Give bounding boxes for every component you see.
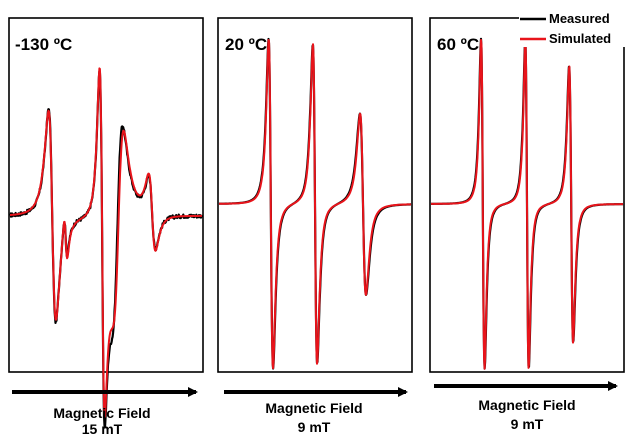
panel-2-xlabel: Magnetic Field: [265, 400, 362, 416]
panel-1-plot: [9, 67, 204, 429]
panel-1-simulated-line: [9, 67, 203, 418]
panel-2-xlabel-range: 9 mT: [298, 419, 331, 434]
panel-3-plot: [430, 37, 624, 370]
panel-1-xlabel: Magnetic Field: [53, 405, 150, 421]
panel-1-frame: [8, 17, 204, 373]
legend: Measured Simulated: [519, 5, 633, 47]
panel-3-simulated-line: [430, 38, 624, 370]
panel-2-frame: [217, 17, 413, 373]
panel-1-title: -130 ºC: [15, 35, 72, 54]
panel-3-xlabel: Magnetic Field: [478, 397, 575, 413]
panel-3-xlabel-range: 9 mT: [511, 416, 544, 432]
panel-2-plot: [218, 37, 412, 370]
panel-3: 60 ºC Magnetic Field 9 mT: [429, 17, 625, 432]
panel-3-title: 60 ºC: [437, 35, 479, 54]
panel-1-xlabel-range: 15 mT: [82, 421, 123, 434]
legend-simulated-label: Simulated: [549, 31, 611, 46]
panel-2-simulated-line: [218, 39, 412, 370]
legend-measured-label: Measured: [549, 11, 610, 26]
panel-2: 20 ºC Magnetic Field 9 mT: [217, 17, 413, 434]
panel-1: -130 ºC Magnetic Field 15 mT: [8, 17, 204, 434]
panel-2-title: 20 ºC: [225, 35, 267, 54]
